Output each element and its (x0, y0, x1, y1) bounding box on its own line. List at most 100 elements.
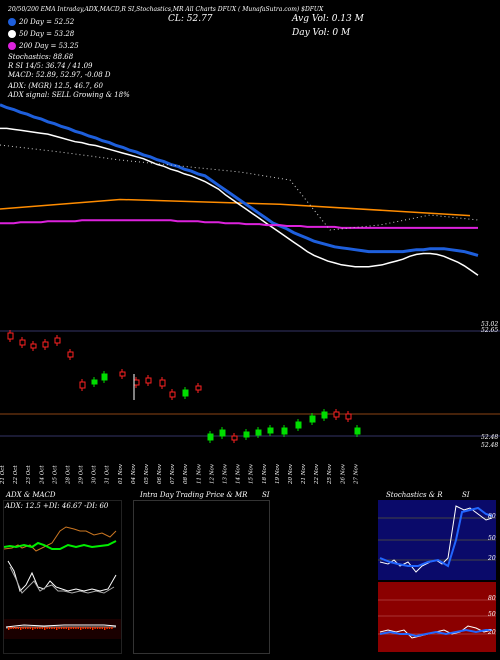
legend-50day-swatch (8, 30, 16, 38)
date-tick-label: 05 Nov (144, 463, 150, 484)
series-line-200-day (0, 219, 478, 229)
date-tick-label: 18 Nov (262, 463, 268, 484)
stochastics-panel: 80 50 20 80 50 20 (378, 500, 496, 652)
macd-bar (20, 627, 22, 630)
legend-50day-label: 50 Day = 53.28 (19, 30, 75, 38)
adx-panel-title: ADX & MACD (6, 491, 56, 499)
macd-bar (22, 627, 24, 629)
stoch-panel-title: Stochastics & R (386, 491, 443, 499)
candle-body (309, 415, 316, 423)
candle-body (169, 391, 176, 398)
date-tick-label: 26 Nov (340, 463, 346, 485)
macd-bar (39, 627, 41, 629)
date-tick-label: 25 Oct (52, 465, 58, 485)
candle-body (119, 371, 126, 377)
date-tick-label: 07 Nov (170, 463, 176, 484)
close-price: CL: 52.77 (168, 14, 213, 24)
chart-header-line: 20/50/200 EMA Intraday,ADX,MACD,R SI,Sto… (8, 6, 324, 13)
stochastics-plot (378, 500, 496, 652)
series-line-50-day (0, 103, 479, 257)
adx-panel-subtitle: ADX: 12.5 +DI: 46.67 -DI: 60 (5, 502, 109, 510)
price-label-low-b: 52.48 (481, 442, 499, 449)
date-tick-label: 08 Nov (183, 463, 189, 484)
date-tick-label: 13 Nov (223, 463, 229, 484)
candle-body (101, 373, 108, 381)
candle-body (7, 332, 14, 340)
adx-line-2 (9, 566, 115, 594)
adx-macd-panel: ADX: 12.5 +DI: 46.67 -DI: 60 (3, 500, 122, 654)
macd-bar (44, 627, 46, 630)
candle-body (354, 427, 361, 435)
macd-bar (104, 627, 106, 630)
candle-body (19, 339, 26, 346)
candle-body (207, 433, 214, 441)
date-tick-label: 20 Nov (288, 463, 294, 485)
macd-bar (51, 627, 53, 629)
macd-bar (94, 627, 96, 629)
macd-bar (101, 627, 103, 629)
candle-body (243, 431, 250, 438)
candle-body (195, 385, 202, 391)
stoch-d-line (379, 506, 493, 568)
macd-bar (111, 627, 113, 629)
date-tick-label: 22 Nov (314, 463, 320, 485)
macd-bar (15, 627, 17, 629)
date-tick-label: 11 Nov (196, 463, 202, 484)
candle-body (295, 421, 302, 429)
macd-line (5, 624, 117, 628)
macd-bar (36, 627, 39, 629)
date-tick-label: 23 Oct (26, 465, 32, 485)
intraday-panel-title: Intra Day Trading Price & MR (140, 491, 248, 499)
date-tick-label: 01 Nov (118, 463, 124, 484)
candle-body (345, 413, 352, 420)
date-tick-label: 21 Nov (301, 463, 307, 485)
legend-200day: 200 Day = 53.25 (8, 42, 79, 50)
macd-bar (56, 627, 58, 630)
macd-bar (58, 627, 60, 629)
macd-bar (65, 627, 67, 629)
macd-bar (77, 627, 79, 629)
adx-line-1 (7, 560, 117, 592)
price-label-top-a: 53.02 (481, 321, 499, 328)
candle-body (91, 379, 98, 385)
price-candle-chart (0, 330, 500, 443)
macd-bar (99, 627, 101, 629)
stoch-panel-si: SI (462, 491, 470, 499)
legend-20day: 20 Day = 52.52 (8, 18, 74, 26)
orange-reference-line (0, 198, 471, 217)
candle-body (54, 337, 61, 344)
macd-bar (12, 627, 15, 629)
date-tick-label: 27 Nov (353, 463, 359, 485)
macd-bar (10, 627, 12, 629)
date-tick-label: 25 Nov (327, 463, 333, 485)
candle-body (159, 379, 166, 387)
macd-bar (80, 627, 82, 630)
macd-bar (87, 627, 89, 629)
price-dotted-line (0, 144, 479, 231)
macd-bar (89, 627, 91, 629)
date-tick-label: 24 Oct (39, 465, 45, 485)
candle-body (255, 429, 262, 436)
macd-bar (72, 627, 75, 629)
date-axis: 21 Oct 22 Oct 23 Oct 24 Oct 25 Oct 28 Oct 29 O… (0, 463, 359, 485)
macd-bar (70, 627, 72, 629)
macd-bar (63, 627, 65, 629)
date-tick-label: 15 Nov (249, 463, 255, 484)
macd-bar (46, 627, 48, 629)
macd-bar (108, 627, 111, 629)
macd-bar (24, 627, 27, 629)
candle-body (267, 427, 274, 434)
date-tick-label: 12 Nov (209, 463, 215, 484)
adx-signal: ADX signal: SELL Growing & 18% (8, 91, 130, 99)
legend-20day-swatch (8, 18, 16, 26)
candle-body (133, 379, 140, 386)
candle-body (145, 377, 152, 384)
price-label-low-a: 52.48 (481, 434, 499, 441)
macd-bar (82, 627, 84, 629)
date-tick-label: 04 Nov (131, 463, 137, 484)
macd-bar (8, 627, 10, 630)
di-minus-line (4, 526, 117, 552)
series-line-20-day (0, 127, 479, 276)
candle-body (231, 435, 238, 441)
macd-bar (32, 627, 34, 630)
